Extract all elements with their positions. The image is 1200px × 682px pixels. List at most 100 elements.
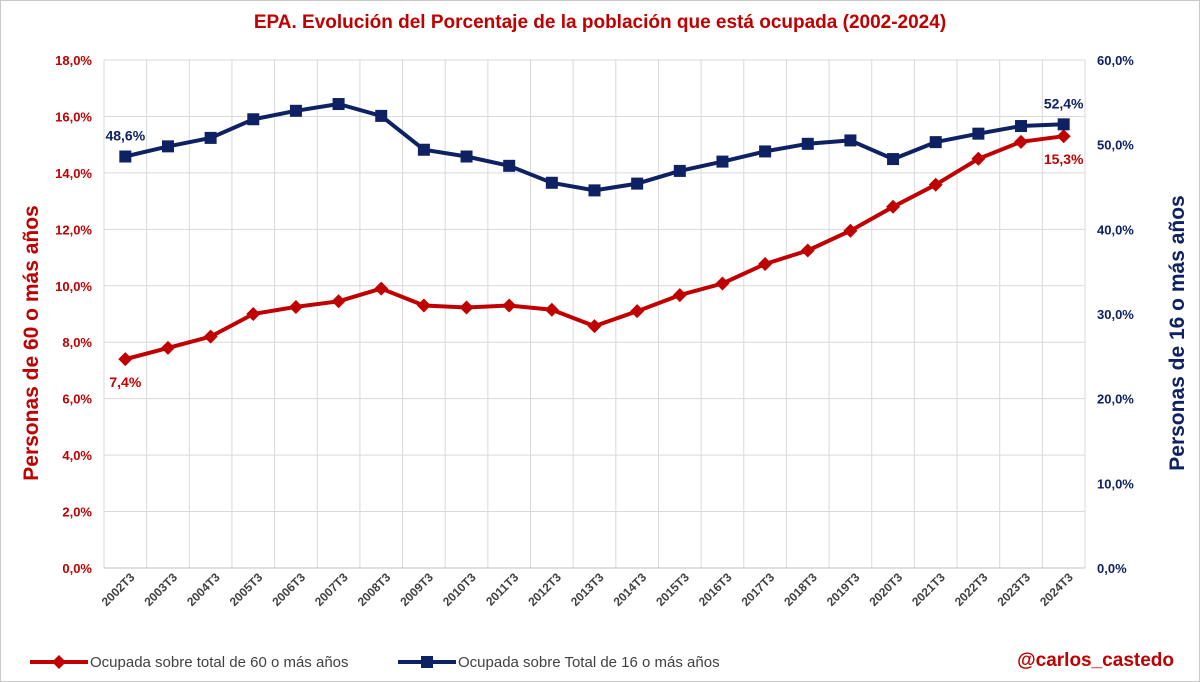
data-point-square: [801, 137, 814, 150]
data-point-diamond: [374, 281, 389, 296]
y-tick-label-left: 4,0%: [62, 448, 92, 463]
y-tick-label-left: 18,0%: [55, 53, 92, 68]
author-credit: @carlos_castedo: [1017, 650, 1174, 671]
data-point-square: [673, 164, 686, 177]
data-point-square: [588, 184, 601, 197]
y-tick-label-right: 60,0%: [1097, 53, 1134, 68]
y-tick-label-left: 2,0%: [62, 505, 92, 520]
x-tick-label: 2024T3: [1037, 570, 1076, 609]
data-point-diamond: [587, 319, 602, 334]
data-point-diamond: [758, 257, 773, 272]
y-tick-label-right: 30,0%: [1097, 307, 1134, 322]
data-point-diamond: [502, 298, 517, 313]
data-point-square: [161, 140, 174, 153]
x-tick-label: 2010T3: [440, 570, 479, 609]
y-tick-label-right: 50,0%: [1097, 138, 1134, 153]
data-point-diamond: [800, 243, 815, 258]
x-tick-label: 2019T3: [824, 570, 863, 609]
x-tick-label: 2003T3: [141, 570, 180, 609]
data-point-square: [247, 113, 260, 126]
data-label: 48,6%: [105, 128, 145, 144]
y-tick-label-right: 10,0%: [1097, 476, 1134, 491]
data-point-diamond: [203, 329, 218, 344]
data-point-diamond: [246, 307, 261, 321]
data-point-diamond: [928, 177, 943, 192]
x-tick-label: 2015T3: [653, 570, 692, 609]
x-tick-label: 2008T3: [355, 570, 394, 609]
x-tick-label: 2006T3: [269, 570, 308, 609]
data-point-square: [1015, 120, 1028, 133]
data-point-diamond: [544, 302, 559, 317]
x-tick-label: 2007T3: [312, 570, 351, 609]
data-point-square: [929, 136, 942, 149]
y-tick-label-left: 6,0%: [62, 392, 92, 407]
data-point-diamond: [843, 223, 858, 238]
data-point-square: [460, 150, 473, 163]
chart-title: EPA. Evolución del Porcentaje de la pobl…: [253, 12, 947, 33]
x-tick-label: 2009T3: [397, 570, 436, 609]
data-point-diamond: [715, 276, 730, 291]
x-tick-label: 2011T3: [483, 570, 521, 608]
data-point-square: [204, 131, 217, 144]
x-tick-label: 2017T3: [739, 570, 778, 609]
data-point-diamond: [1014, 134, 1029, 149]
y-tick-label-right: 20,0%: [1097, 392, 1134, 407]
y-tick-label-left: 16,0%: [55, 109, 92, 124]
legend-label-2: Ocupada sobre Total de 16 o más años: [458, 654, 720, 671]
data-point-square: [375, 109, 388, 122]
y-axis-title-right: Personas de 16 o más años: [1166, 195, 1189, 470]
legend-marker-square: [421, 656, 433, 668]
series-line-2: [124, 102, 1064, 193]
legend-marker-diamond: [52, 655, 66, 669]
data-point-square: [716, 155, 729, 168]
data-point-square: [417, 143, 430, 156]
data-point-diamond: [331, 294, 346, 309]
data-point-square: [844, 134, 857, 147]
y-tick-label-right: 40,0%: [1097, 222, 1134, 237]
x-tick-label: 2013T3: [568, 570, 607, 609]
data-label: 7,4%: [109, 374, 141, 390]
x-tick-label: 2004T3: [184, 570, 223, 609]
y-tick-label-left: 0,0%: [62, 561, 92, 576]
y-axis-title-left: Personas de 60 o más años: [20, 205, 43, 480]
data-point-diamond: [160, 340, 175, 355]
x-tick-label: 2012T3: [525, 570, 564, 609]
x-tick-label: 2021T3: [909, 570, 948, 609]
y-tick-label-left: 8,0%: [62, 335, 92, 350]
data-point-square: [289, 104, 302, 117]
x-tick-label: 2018T3: [781, 570, 820, 609]
data-point-diamond: [630, 304, 645, 319]
x-tick-label: 2002T3: [99, 570, 138, 609]
legend-label-1: Ocupada sobre total de 60 o más años: [90, 654, 349, 671]
x-tick-label: 2016T3: [696, 570, 735, 609]
data-point-diamond: [118, 352, 133, 367]
x-tick-label: 2014T3: [611, 570, 650, 609]
data-point-square: [887, 153, 900, 166]
data-point-square: [1057, 118, 1070, 131]
data-point-diamond: [886, 199, 901, 214]
data-label: 52,4%: [1044, 95, 1084, 111]
data-point-square: [119, 150, 132, 163]
data-point-square: [503, 159, 516, 172]
x-tick-label: 2023T3: [994, 570, 1033, 609]
y-tick-label-left: 14,0%: [55, 166, 92, 181]
data-point-square: [972, 127, 985, 140]
data-point-diamond: [971, 151, 986, 166]
data-point-square: [759, 145, 772, 158]
y-tick-label-left: 10,0%: [55, 279, 92, 294]
data-point-diamond: [288, 299, 303, 314]
data-point-square: [631, 177, 644, 190]
data-point-square: [332, 98, 345, 111]
data-point-diamond: [1056, 129, 1071, 144]
y-tick-label-left: 12,0%: [55, 222, 92, 237]
data-point-diamond: [459, 300, 474, 315]
x-tick-label: 2020T3: [867, 570, 906, 609]
x-tick-label: 2022T3: [952, 570, 991, 609]
data-point-diamond: [672, 288, 687, 303]
data-label: 15,3%: [1044, 151, 1084, 167]
data-point-square: [545, 176, 558, 189]
y-tick-label-right: 0,0%: [1097, 561, 1127, 576]
data-point-diamond: [416, 298, 431, 313]
x-tick-label: 2005T3: [227, 570, 266, 609]
